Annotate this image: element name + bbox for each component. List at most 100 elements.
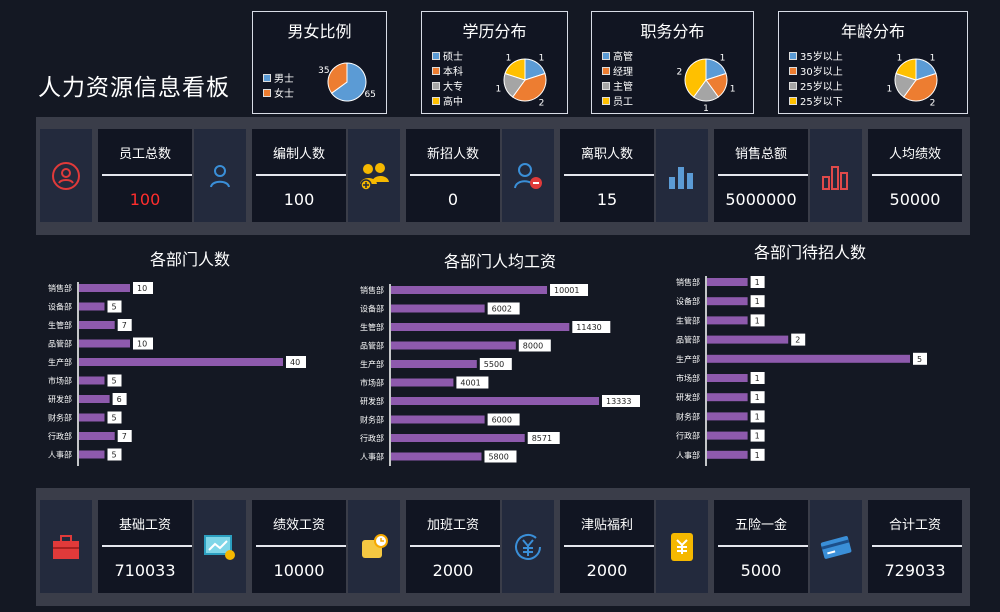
data-label: 8000	[518, 339, 551, 352]
svg-text:1: 1	[755, 451, 760, 460]
data-label: 5	[913, 352, 927, 365]
chart-title: 各部门人数	[149, 250, 230, 269]
bar	[79, 321, 115, 329]
pie-slice	[327, 62, 348, 94]
kpi-label: 基础工资	[118, 518, 171, 533]
kpi-value: 100	[129, 190, 161, 209]
pie-slice	[895, 58, 917, 81]
pie-slice-label: 1	[720, 53, 726, 63]
y-tick-label: 研发部	[360, 396, 384, 406]
data-label: 1	[750, 448, 765, 461]
legend-item: 大专	[443, 82, 463, 93]
pie-slice-label: 2	[930, 99, 936, 109]
bar	[391, 341, 516, 350]
pie-card-position: 职务分布 高管 经理 主管 员工 1 1 1 2	[591, 11, 754, 114]
data-label: 5	[107, 448, 122, 461]
pie-legend: 硕士 本科 大专 高中	[432, 48, 463, 108]
pie-card-gender: 男女比例 男士 女士 65 35	[252, 11, 387, 114]
kpi-card: 离职人数 15	[502, 129, 654, 222]
y-tick-label: 人事部	[676, 450, 700, 460]
kpi-card: 销售总额 5000000	[656, 129, 808, 222]
legend-item: 高管	[613, 52, 633, 63]
bar	[391, 378, 454, 387]
yen-scroll-icon	[656, 500, 708, 593]
kpi-value: 10000	[273, 561, 325, 580]
legend-item: 本科	[443, 67, 463, 78]
bar	[707, 450, 748, 459]
legend-item: 男士	[274, 74, 294, 85]
pie-slice-label: 1	[897, 53, 903, 63]
bar	[79, 450, 105, 459]
pie-slice	[511, 72, 547, 102]
pie-slice-label: 1	[930, 53, 936, 63]
svg-text:5800: 5800	[488, 453, 508, 462]
y-tick-label: 销售部	[676, 277, 700, 287]
legend-item: 25岁以上	[800, 82, 843, 93]
svg-text:1: 1	[755, 412, 760, 421]
svg-text:5: 5	[112, 303, 117, 312]
pie-slice	[330, 62, 367, 102]
pie-position: 1 1 1 2	[677, 53, 736, 112]
pie-legend: 35岁以上 30岁以上 25岁以上 25岁以下	[789, 48, 843, 108]
y-tick-label: 财务部	[676, 411, 700, 421]
data-label: 2	[791, 333, 806, 346]
bar	[707, 374, 748, 382]
y-tick-label: 市场部	[360, 378, 384, 388]
bar	[79, 358, 283, 366]
svg-text:5: 5	[112, 451, 117, 460]
pie-card-edu: 学历分布 硕士 本科 大专 高中 1 2 1 1	[421, 11, 568, 114]
legend-item: 女士	[274, 89, 294, 100]
data-label: 10	[133, 282, 153, 294]
data-label: 10	[133, 337, 153, 350]
svg-text:2: 2	[795, 336, 800, 345]
bar-chart-dept-headcount: 销售部 10 设备部 5 生管部 7 品管部 10 生产部 40 市场部 5 研发部 6 财务部 5 行政部 7 人…	[48, 282, 306, 466]
page-title: 人力资源信息看板	[38, 75, 230, 101]
y-tick-label: 销售部	[360, 285, 384, 295]
data-label: 5	[107, 411, 122, 424]
clock-money-icon	[348, 500, 400, 593]
bar-chart-dept-salary: 销售部 10001 设备部 6002 生管部 11430 品管部 8000 生产部 5500 市场部…	[360, 284, 640, 466]
pie-title: 年龄分布	[840, 22, 905, 41]
briefcase-icon	[40, 500, 92, 593]
svg-text:1: 1	[755, 316, 760, 325]
kpi-label: 销售总额	[734, 147, 787, 162]
svg-text:1: 1	[755, 432, 760, 441]
svg-text:5: 5	[917, 355, 922, 364]
bar	[707, 278, 748, 286]
legend-item: 经理	[613, 67, 633, 78]
y-tick-label: 人事部	[360, 452, 384, 462]
y-tick-label: 生产部	[360, 359, 384, 369]
y-tick-label: 生管部	[676, 315, 700, 325]
kpi-value: 15	[596, 190, 618, 209]
data-label: 1	[750, 410, 765, 423]
y-tick-label: 品管部	[676, 335, 700, 345]
svg-text:1: 1	[755, 278, 760, 287]
kpi-card: 基础工资 710033	[40, 500, 192, 593]
data-label: 11430	[572, 321, 611, 333]
y-tick-label: 生产部	[48, 357, 72, 367]
kpi-value: 100	[283, 190, 315, 209]
kpi-card: 人均绩效 50000	[810, 129, 962, 222]
person-circle-icon	[40, 129, 92, 222]
svg-text:1: 1	[755, 374, 760, 383]
kpi-label: 离职人数	[580, 147, 633, 162]
svg-text:6000: 6000	[492, 416, 512, 425]
bar	[391, 415, 485, 424]
pie-card-age: 年龄分布 35岁以上 30岁以上 25岁以上 25岁以下 1 2 1 1	[778, 11, 968, 114]
bar	[79, 413, 105, 422]
pie-slice	[684, 58, 707, 98]
chart-title: 各部门待招人数	[753, 243, 866, 262]
svg-text:6002: 6002	[492, 305, 512, 314]
svg-text:8000: 8000	[523, 342, 543, 351]
monitor-coin-icon	[194, 500, 246, 593]
yen-circle-icon	[502, 500, 554, 593]
kpi-label: 新招人数	[426, 147, 479, 162]
y-tick-label: 生管部	[360, 322, 384, 332]
bar	[79, 339, 130, 348]
bar	[707, 431, 748, 440]
y-tick-label: 研发部	[676, 392, 700, 402]
pie-slice-label: 2	[539, 99, 545, 109]
person-remove-icon	[502, 129, 554, 222]
svg-text:1: 1	[755, 297, 760, 306]
y-tick-label: 生产部	[676, 354, 700, 364]
